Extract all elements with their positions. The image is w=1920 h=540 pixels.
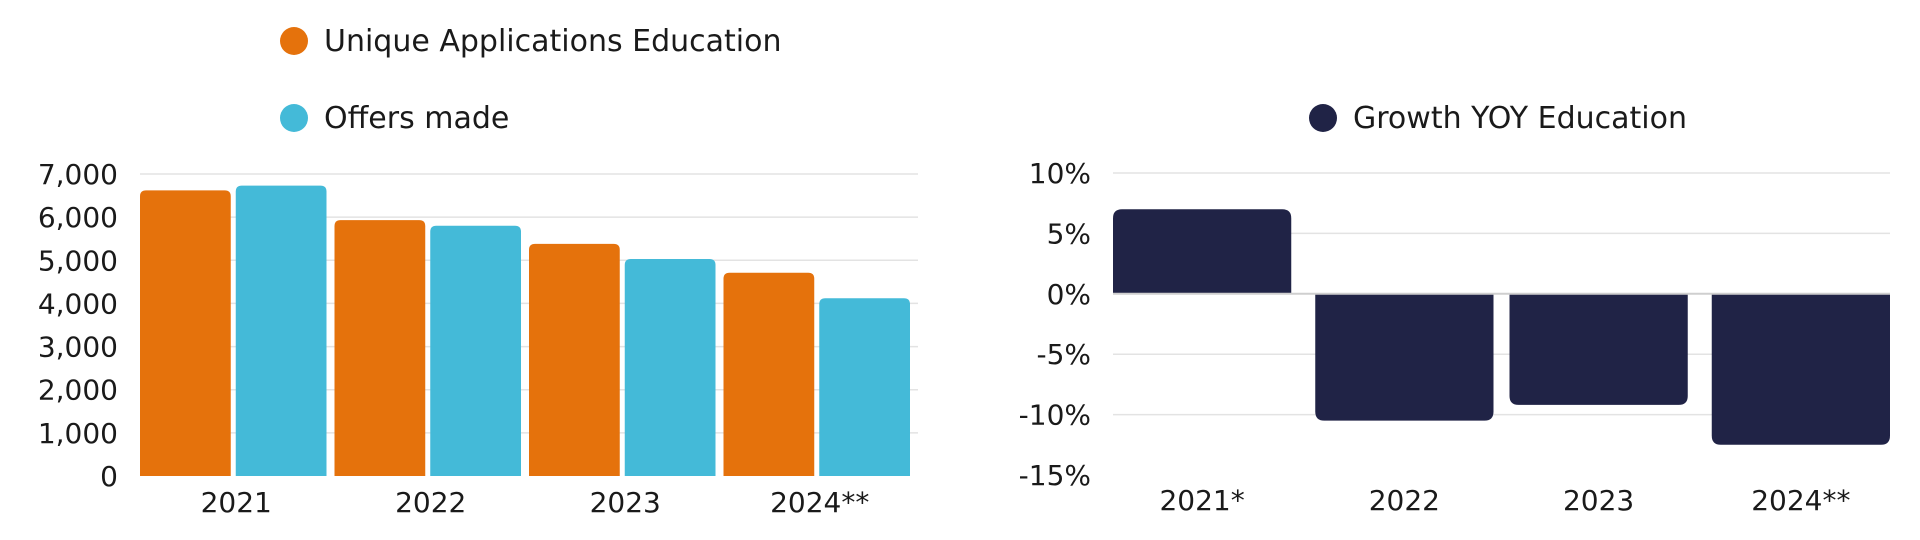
applications-offers-chart: Unique Applications Education Offers mad… bbox=[38, 24, 918, 519]
right-x-tick-label: 2022 bbox=[1369, 484, 1440, 517]
right-bars bbox=[1113, 209, 1890, 445]
left-y-tick-label: 5,000 bbox=[38, 244, 118, 277]
left-y-tick-label: 2,000 bbox=[38, 374, 118, 407]
left-y-tick-label: 1,000 bbox=[38, 417, 118, 450]
bar-offers[interactable] bbox=[624, 258, 716, 476]
bar-applications[interactable] bbox=[529, 243, 620, 476]
bar-growth[interactable] bbox=[1509, 293, 1688, 405]
legend-swatch-applications bbox=[280, 27, 308, 55]
growth-yoy-chart: Growth YOY Education -15%-10%-5%0%5%10% … bbox=[1019, 101, 1890, 517]
right-y-tick-label: -15% bbox=[1019, 459, 1091, 492]
right-y-tick-label: -5% bbox=[1036, 338, 1091, 371]
left-x-tick-label: 2024** bbox=[770, 486, 869, 519]
right-y-tick-label: 0% bbox=[1047, 278, 1091, 311]
right-x-axis: 2021* 2022 2023 2024** bbox=[1159, 484, 1850, 517]
legend-item-growth[interactable]: Growth YOY Education bbox=[1309, 101, 1687, 136]
bar-offers[interactable] bbox=[235, 185, 327, 477]
right-y-tick-label: -10% bbox=[1019, 399, 1091, 432]
left-y-tick-label: 0 bbox=[100, 460, 118, 493]
legend-item-applications[interactable]: Unique Applications Education bbox=[280, 24, 782, 59]
right-x-tick-label: 2023 bbox=[1563, 484, 1634, 517]
bar-applications[interactable] bbox=[723, 272, 815, 476]
left-x-axis: 2021 2022 2023 2024** bbox=[201, 486, 870, 519]
legend-swatch-offers bbox=[280, 104, 308, 132]
left-y-tick-label: 4,000 bbox=[38, 287, 118, 320]
legend-label-growth: Growth YOY Education bbox=[1353, 101, 1687, 136]
left-x-tick-label: 2023 bbox=[590, 486, 661, 519]
bar-applications[interactable] bbox=[140, 190, 231, 476]
left-y-tick-label: 7,000 bbox=[38, 158, 118, 191]
bar-growth[interactable] bbox=[1315, 293, 1494, 421]
right-x-tick-label: 2021* bbox=[1159, 484, 1244, 517]
right-y-axis: -15% -10% -5% 0% 5% 10% bbox=[1019, 157, 1091, 492]
left-bars bbox=[140, 185, 910, 477]
legend-swatch-growth bbox=[1309, 104, 1337, 132]
legend-label-offers: Offers made bbox=[324, 101, 509, 136]
right-legend: Growth YOY Education bbox=[1309, 101, 1687, 136]
legend-label-applications: Unique Applications Education bbox=[324, 24, 782, 59]
legend-item-offers[interactable]: Offers made bbox=[280, 101, 509, 136]
right-x-tick-label: 2024** bbox=[1751, 484, 1850, 517]
bar-offers[interactable] bbox=[819, 298, 910, 476]
left-x-tick-label: 2022 bbox=[395, 486, 466, 519]
bar-growth[interactable] bbox=[1711, 293, 1890, 445]
bar-offers[interactable] bbox=[430, 225, 521, 476]
left-x-tick-label: 2021 bbox=[201, 486, 272, 519]
left-y-tick-label: 3,000 bbox=[38, 331, 118, 364]
left-y-tick-label: 6,000 bbox=[38, 201, 118, 234]
bar-growth[interactable] bbox=[1113, 209, 1292, 294]
left-y-axis: 0 1,000 2,000 3,000 4,000 5,000 6,000 7,000 bbox=[38, 158, 118, 493]
left-legend: Unique Applications Education Offers mad… bbox=[280, 24, 782, 136]
bar-applications[interactable] bbox=[334, 220, 426, 476]
right-y-tick-label: 5% bbox=[1047, 217, 1091, 250]
right-y-tick-label: 10% bbox=[1029, 157, 1091, 190]
